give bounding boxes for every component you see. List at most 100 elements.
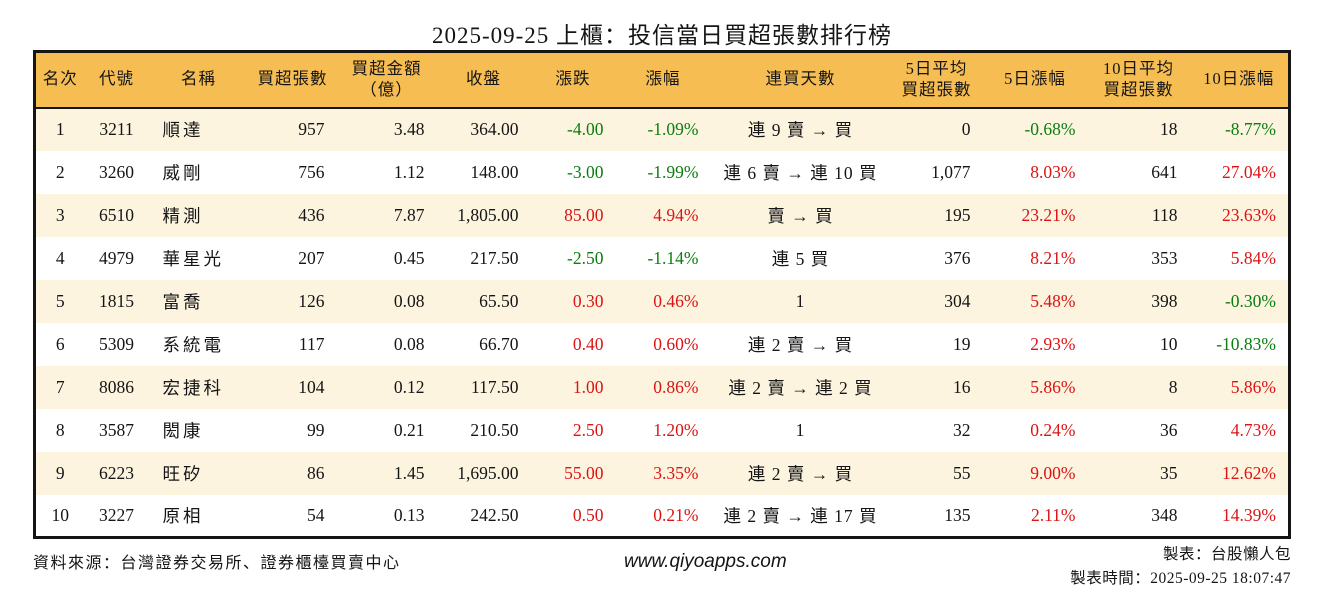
cell-amount: 0.21 (393, 419, 425, 440)
cell-avg5: 195 (944, 204, 971, 225)
table-row: 7 8086 宏捷科 104 0.12 117.50 1.00 0.86% 連 2 賣 → 連 … (34, 365, 1290, 409)
cell-pct10: -0.30% (1224, 290, 1276, 311)
cell-name: 華星光 (162, 248, 224, 269)
cell-pct10: -8.77% (1224, 119, 1276, 139)
cell-rank: 5 (55, 290, 65, 311)
table-row: 8 3587 閎康 99 0.21 210.50 2.50 1.20% 1 32 0.24% 36 4.… (34, 408, 1290, 452)
cell-change_pct: 3.35% (653, 462, 699, 483)
cell-code: 6510 (99, 204, 134, 225)
cell-avg5: 16 (953, 376, 971, 397)
cell-streak: 連 2 賣 → 連 2 買 (728, 377, 873, 398)
cell-streak: 連 5 買 (771, 248, 830, 269)
table-row: 4 4979 華星光 207 0.45 217.50 -2.50 -1.14% 連 5 買 376… (34, 236, 1290, 280)
cell-rank: 2 (55, 161, 65, 182)
cell-change_pct: 0.86% (653, 376, 699, 397)
cell-streak: 連 9 賣 → 買 (747, 120, 854, 140)
cell-avg10: 398 (1151, 290, 1178, 311)
cell-pct10: -10.83% (1216, 333, 1276, 354)
cell-amount: 0.13 (393, 504, 425, 525)
cell-streak: 1 (795, 290, 806, 311)
column-header-pct5: 5日漲幅 (982, 51, 1088, 109)
cell-name: 順達 (162, 120, 204, 140)
cell-avg10: 18 (1160, 119, 1178, 139)
cell-rank: 1 (55, 119, 65, 139)
cell-rank: 9 (55, 462, 65, 483)
column-header-lots: 買超張數 (248, 51, 337, 109)
cell-pct10: 5.86% (1230, 376, 1276, 397)
cell-change: 1.00 (572, 376, 604, 397)
credit-block: 製表：台股懶人包 製表時間：2025-09-25 18:07:47 (787, 543, 1291, 591)
cell-pct5: 2.11% (1030, 504, 1076, 525)
cell-rank: 6 (55, 333, 65, 354)
cell-close: 217.50 (470, 247, 519, 268)
cell-amount: 7.87 (393, 204, 425, 225)
table-row: 5 1815 富喬 126 0.08 65.50 0.30 0.46% 1 304 5.48% 398… (34, 279, 1290, 323)
table-body: 1 3211 順達 957 3.48 364.00 -4.00 -1.09% 連 9 賣 → 買… (34, 107, 1290, 538)
cell-rank: 7 (55, 376, 65, 397)
cell-streak: 連 2 賣 → 買 (747, 463, 854, 484)
cell-pct5: 9.00% (1030, 462, 1076, 483)
column-header-change: 漲跌 (530, 51, 616, 109)
cell-change_pct: -1.14% (647, 247, 699, 268)
cell-close: 1,695.00 (457, 462, 519, 483)
cell-rank: 3 (55, 204, 65, 225)
cell-avg5: 304 (944, 290, 971, 311)
cell-amount: 1.45 (393, 462, 425, 483)
cell-pct10: 27.04% (1222, 161, 1276, 182)
cell-close: 117.50 (471, 376, 519, 397)
cell-pct5: 8.03% (1030, 161, 1076, 182)
cell-change: 0.30 (572, 290, 604, 311)
cell-lots: 756 (298, 161, 325, 182)
cell-amount: 0.08 (393, 333, 425, 354)
cell-close: 148.00 (470, 161, 519, 182)
cell-name: 精測 (162, 205, 204, 226)
cell-rank: 8 (55, 419, 65, 440)
table-row: 3 6510 精測 436 7.87 1,805.00 85.00 4.94% 賣 → 買 195… (34, 193, 1290, 237)
ranking-table: 名次 代號 名稱 買超張數 買超金額 （億） 收盤 漲跌 漲幅 連買天數 5日平均 買超張數 5日漲… (33, 50, 1291, 539)
column-header-name: 名稱 (148, 51, 249, 109)
column-header-rank: 名次 (34, 51, 85, 109)
cell-code: 3211 (99, 119, 134, 139)
cell-avg5: 55 (953, 462, 971, 483)
cell-lots: 957 (298, 119, 325, 139)
column-header-streak: 連買天數 (710, 51, 891, 109)
cell-name: 富喬 (162, 291, 204, 312)
cell-pct5: 5.48% (1030, 290, 1076, 311)
cell-close: 65.50 (479, 290, 519, 311)
cell-lots: 86 (307, 462, 325, 483)
cell-code: 3260 (99, 161, 134, 182)
cell-streak: 賣 → 買 (767, 205, 834, 226)
data-source-note: 資料來源：台灣證券交易所、證券櫃檯買賣中心 (33, 555, 401, 572)
cell-pct5: 8.21% (1030, 247, 1076, 268)
table-row: 1 3211 順達 957 3.48 364.00 -4.00 -1.09% 連 9 賣 → 買… (34, 107, 1290, 151)
cell-streak: 連 2 賣 → 買 (747, 334, 854, 355)
column-header-avg5: 5日平均 買超張數 (890, 51, 983, 109)
table-row: 6 5309 系統電 117 0.08 66.70 0.40 0.60% 連 2 賣 → 買 19… (34, 322, 1290, 366)
cell-lots: 126 (298, 290, 325, 311)
cell-avg10: 641 (1151, 161, 1178, 182)
cell-name: 宏捷科 (162, 377, 224, 398)
cell-lots: 436 (298, 204, 325, 225)
cell-avg5: 376 (944, 247, 971, 268)
cell-amount: 0.08 (393, 290, 425, 311)
cell-change: 0.40 (572, 333, 604, 354)
table-header: 名次 代號 名稱 買超張數 買超金額 （億） 收盤 漲跌 漲幅 連買天數 5日平均 買超張數 5日漲… (34, 51, 1290, 109)
cell-avg5: 135 (944, 504, 971, 525)
cell-pct5: 2.93% (1030, 333, 1076, 354)
cell-change: 85.00 (564, 204, 604, 225)
cell-change: -4.00 (567, 119, 604, 139)
cell-code: 1815 (99, 290, 134, 311)
cell-lots: 54 (307, 504, 325, 525)
cell-lots: 104 (298, 376, 325, 397)
cell-change_pct: 0.46% (653, 290, 699, 311)
cell-pct5: 0.24% (1030, 419, 1076, 440)
cell-rank: 4 (55, 247, 65, 268)
cell-rank: 10 (51, 504, 70, 525)
cell-avg10: 8 (1168, 376, 1178, 397)
cell-close: 364.00 (470, 119, 519, 139)
cell-pct10: 23.63% (1222, 204, 1276, 225)
cell-lots: 117 (298, 333, 325, 354)
cell-name: 原相 (162, 505, 204, 526)
cell-code: 6223 (99, 462, 134, 483)
footer: 資料來源：台灣證券交易所、證券櫃檯買賣中心 www.qiyoapps.com 製… (33, 543, 1291, 591)
